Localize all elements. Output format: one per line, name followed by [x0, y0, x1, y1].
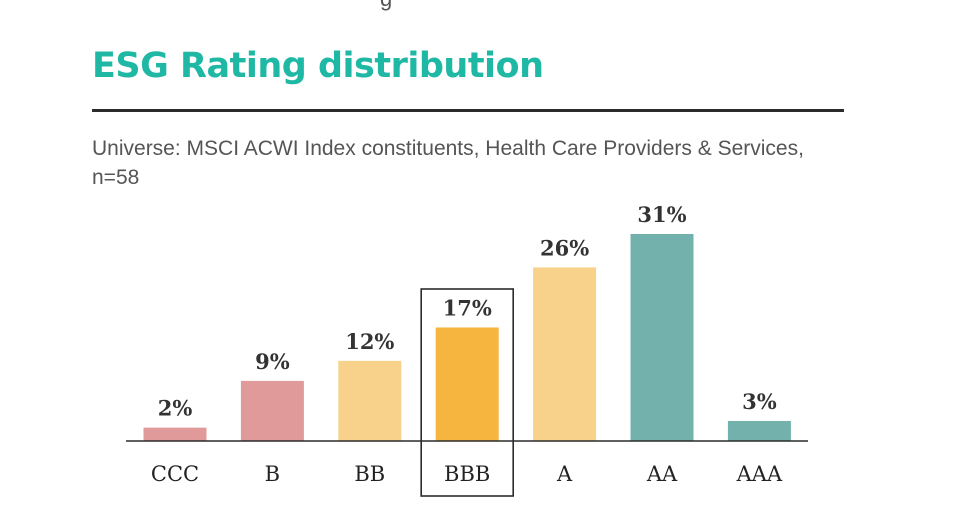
value-label-ccc: 2% [158, 396, 193, 421]
category-label-b: B [265, 462, 280, 486]
bar-ccc [143, 427, 207, 441]
category-label-a: A [556, 462, 573, 486]
value-label-bb: 12% [345, 329, 394, 354]
category-label-bbb: BBB [444, 462, 490, 486]
value-label-aaa: 3% [742, 389, 777, 414]
value-label-bbb: 17% [443, 295, 492, 320]
bar-aaa [727, 420, 791, 441]
bar-b [240, 380, 304, 441]
category-label-bb: BB [354, 462, 385, 486]
value-label-b: 9% [255, 349, 290, 374]
category-label-ccc: CCC [151, 462, 199, 486]
cut-off-heading-text: g [380, 0, 392, 12]
category-label-aa: AA [646, 462, 678, 486]
chart-title: ESG Rating distribution [92, 46, 544, 86]
bar-a [533, 267, 597, 441]
bar-aa [630, 234, 694, 441]
title-divider [92, 109, 844, 112]
highlight-box-bbb [420, 288, 515, 497]
value-label-aa: 31% [637, 202, 686, 227]
bar-bb [338, 360, 402, 441]
chart-subtitle: Universe: MSCI ACWI Index constituents, … [92, 137, 804, 189]
value-label-a: 26% [540, 235, 589, 260]
category-label-aaa: AAA [736, 462, 783, 486]
bar-bbb [435, 327, 499, 441]
